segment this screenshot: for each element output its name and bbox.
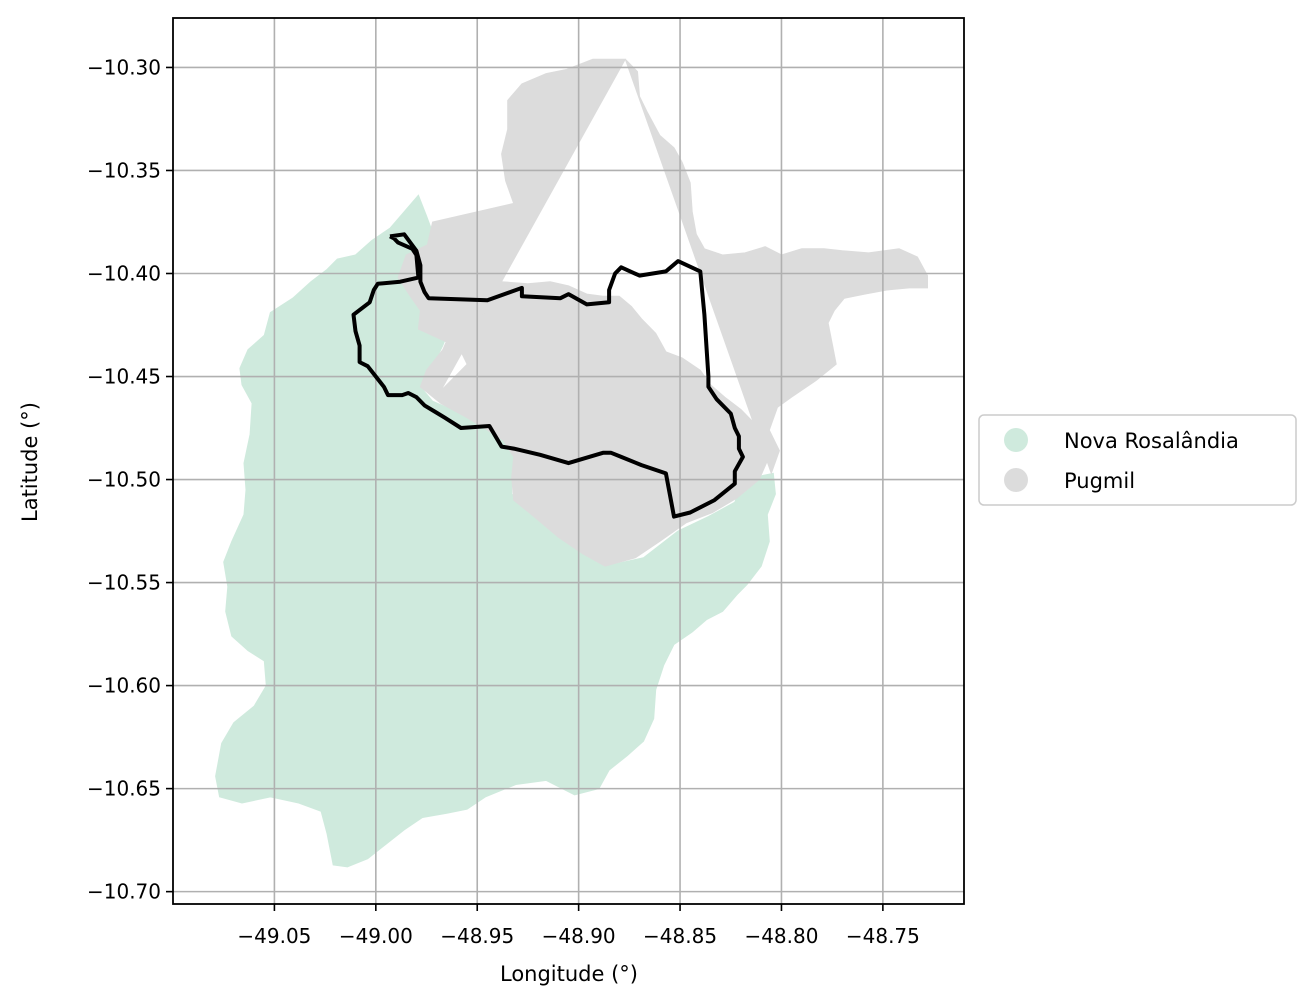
y-tick-label: −10.65 xyxy=(87,777,161,801)
boundary-outline xyxy=(351,232,745,519)
legend-frame xyxy=(978,414,1297,506)
plot-area xyxy=(172,17,965,905)
x-tick-label: −49.00 xyxy=(339,924,413,948)
x-tick-label: −48.75 xyxy=(846,924,920,948)
y-tick-label: −10.55 xyxy=(87,571,161,595)
legend-marker-nova-rosalandia xyxy=(1004,428,1028,452)
outline-layer xyxy=(351,232,745,519)
regions-layer xyxy=(215,58,928,868)
y-tick-label: −10.50 xyxy=(87,468,161,492)
y-tick-label: −10.45 xyxy=(87,365,161,389)
region-pugmil-east xyxy=(624,58,928,475)
y-tick-label: −10.60 xyxy=(87,674,161,698)
x-axis-title: Longitude (°) xyxy=(500,962,638,986)
plot-frame xyxy=(172,17,965,905)
x-tick-label: −48.80 xyxy=(744,924,818,948)
legend-marker-pugmil xyxy=(1004,468,1028,492)
x-tick-label: −48.85 xyxy=(643,924,717,948)
region-pugmil xyxy=(397,58,768,567)
y-axis-title: Latitude (°) xyxy=(18,402,42,522)
x-axis-ticks: −49.05 −49.00 −48.95 −48.90 −48.85 −48.80 −48.… xyxy=(237,904,920,948)
y-tick-label: −10.35 xyxy=(87,158,161,182)
legend: Nova Rosalândia Pugmil xyxy=(978,414,1297,506)
x-tick-label: −48.95 xyxy=(440,924,514,948)
x-tick-label: −48.90 xyxy=(542,924,616,948)
legend-label-nova-rosalandia: Nova Rosalândia xyxy=(1064,429,1239,453)
y-axis-ticks: −10.30 −10.35 −10.40 −10.45 −10.50 −10.55 −10.… xyxy=(87,55,173,904)
grid-layer xyxy=(173,18,964,904)
y-tick-label: −10.40 xyxy=(87,261,161,285)
y-tick-label: −10.70 xyxy=(87,880,161,904)
x-tick-label: −49.05 xyxy=(237,924,311,948)
legend-label-pugmil: Pugmil xyxy=(1064,469,1135,493)
y-tick-label: −10.30 xyxy=(87,55,161,79)
